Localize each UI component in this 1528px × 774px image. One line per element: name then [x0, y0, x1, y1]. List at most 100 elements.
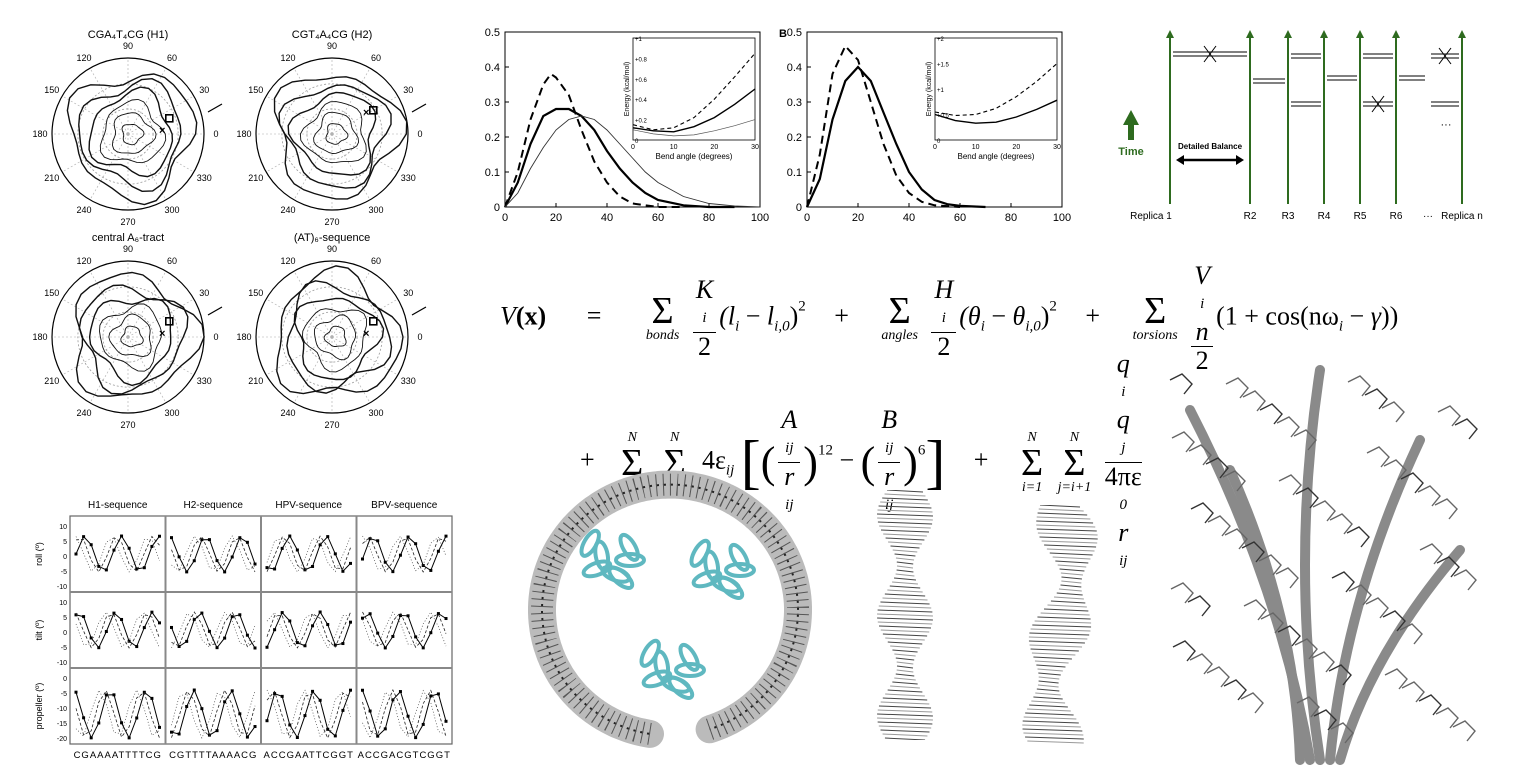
profile-line-dashed — [75, 535, 160, 573]
y-tick-label: 0.5 — [787, 27, 802, 39]
profile-line-dashed — [266, 612, 351, 649]
polar-contour — [287, 91, 377, 176]
polar-spoke — [127, 133, 167, 200]
protein-helix — [728, 542, 750, 572]
polar-contour — [120, 325, 144, 348]
polar-contour — [108, 313, 152, 358]
rna-nucleotide — [1171, 431, 1195, 453]
rna-backbone-tube — [1325, 435, 1425, 765]
polar-angle-label: 60 — [167, 256, 177, 266]
eq-equals: = — [586, 301, 602, 331]
rna-nucleotide — [1187, 595, 1211, 617]
polar-contour — [121, 124, 145, 146]
rna-nucleotide — [1435, 707, 1459, 729]
rna-ensemble-image — [1130, 350, 1510, 765]
dna2-base-pair — [1030, 628, 1091, 632]
polar-contour — [276, 265, 404, 395]
helical-parameters-figure: H1-sequence H2-sequence HPV-sequence BPV-se… — [34, 500, 453, 761]
replica-label: Replica n — [1441, 211, 1483, 222]
data-point — [444, 617, 448, 621]
dna1-base-pair — [877, 717, 933, 721]
polar-angle-label: 210 — [44, 376, 59, 386]
polar-spoke — [331, 298, 398, 338]
polar-angle-label: 240 — [76, 205, 91, 215]
rna-nucleotide — [1241, 541, 1265, 563]
dna1-base-pair — [895, 573, 915, 577]
inset-y-label: Energy (kcal/mol) — [624, 62, 631, 116]
dna1-base-pair — [877, 621, 933, 625]
rna-nucleotide — [1170, 582, 1194, 604]
dna2-base-pair — [1036, 688, 1060, 692]
rna-nucleotide — [1311, 651, 1335, 673]
rejected-cross — [1203, 45, 1217, 63]
dna1-base-pair — [890, 545, 920, 549]
polar-spoke — [293, 133, 333, 200]
dna2-base-pair — [1060, 572, 1083, 576]
rna-nucleotide — [1452, 720, 1476, 742]
chart-frame — [806, 31, 1063, 208]
rna-nucleotide — [1434, 498, 1458, 520]
polar-spoke — [127, 336, 194, 376]
rna-nucleotide — [1223, 679, 1247, 701]
eq-x: (x) — [515, 301, 547, 331]
replica-arrowhead — [1246, 30, 1254, 38]
rna-nucleotide — [1259, 403, 1283, 425]
rna-nucleotide — [1382, 610, 1406, 632]
dna1-base-pair — [880, 601, 930, 605]
dna1-base-pair — [877, 609, 933, 613]
polar-square-marker — [368, 316, 378, 326]
rna-backbone-tube — [1185, 405, 1315, 765]
rna-nucleotide — [1331, 571, 1355, 593]
profile-line-solid — [171, 612, 256, 649]
inset-x-tick-label: 30 — [751, 144, 759, 151]
row-tick-label: 0 — [63, 676, 67, 683]
polar-grid-ring — [77, 83, 179, 185]
rna-nucleotide — [1277, 625, 1301, 647]
data-point — [170, 730, 173, 734]
protein-helix — [581, 559, 613, 579]
polar-contour — [323, 325, 347, 347]
polar-angle-label: 0 — [213, 129, 218, 139]
x-tick-label: 80 — [1005, 212, 1017, 224]
inset-x-label: Bend angle (degrees) — [656, 152, 733, 161]
row-tick-label: -5 — [61, 691, 67, 698]
polar-angle-label: 150 — [248, 85, 263, 95]
polar-spoke — [62, 95, 129, 135]
inset-y-tick-label: +0.4 — [635, 98, 648, 104]
y-tick-label: 0.5 — [485, 27, 500, 39]
inset-frame — [632, 37, 756, 141]
replica-label: R3 — [1282, 211, 1295, 222]
dna2-base-pair — [1022, 724, 1081, 728]
dna2-base-pair — [1060, 584, 1082, 588]
dna2-base-pair — [1036, 664, 1066, 668]
polar-title: (AT)₆-sequence — [294, 232, 370, 244]
x-tick-label: 60 — [652, 212, 664, 224]
dna1-base-pair — [878, 705, 932, 709]
inset-y-tick-label: +1.5 — [937, 63, 950, 69]
rna-nucleotide — [1296, 696, 1320, 718]
column-title: H1-sequence — [88, 500, 148, 511]
dna2-base-pair — [1036, 516, 1091, 520]
dna1-base-pair — [892, 549, 918, 553]
dna1-base-pair — [880, 529, 930, 533]
rna-nucleotide — [1365, 597, 1389, 619]
x-tick-label: 40 — [601, 212, 613, 224]
dna2-base-pair — [1031, 700, 1066, 704]
dna2-base-pair — [1037, 668, 1063, 672]
dna2-base-pair — [1038, 508, 1084, 512]
dna1-base-pair — [890, 685, 920, 689]
profile-line-solid — [266, 535, 351, 573]
rna-nucleotide — [1417, 485, 1441, 507]
polar-spoke — [89, 336, 129, 403]
inset-x-tick-label: 20 — [1012, 144, 1020, 151]
profile-line-dotted — [171, 611, 256, 649]
row-tick-label: 10 — [59, 524, 67, 531]
dna1-base-pair — [880, 701, 930, 705]
x-tick-label: 60 — [954, 212, 966, 224]
polar-plots-panel: CGA₄T₄CG (H1) 90 60 30 0 330 300 270 240 210 180 15… — [30, 24, 450, 444]
dna1-base-pair — [894, 677, 916, 681]
rna-nucleotide — [1240, 692, 1264, 714]
x-tick-label: 0 — [502, 212, 508, 224]
